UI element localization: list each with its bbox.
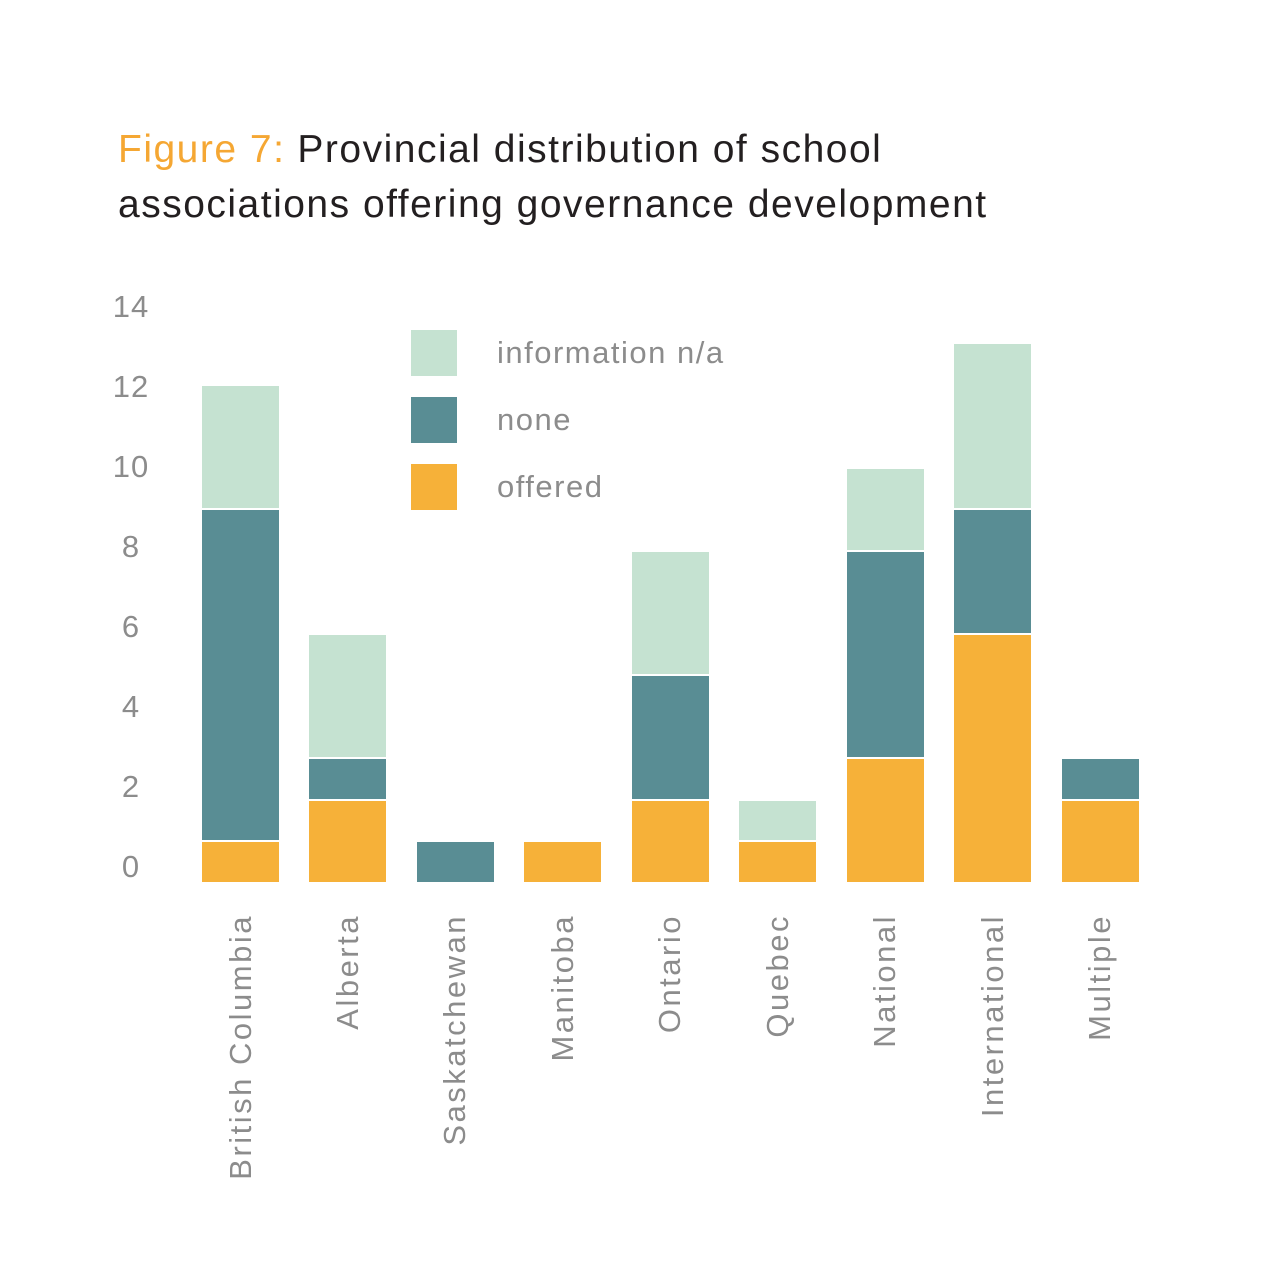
x-axis-label-british-columbia: British Columbia bbox=[222, 914, 258, 1180]
legend-label-offered: offered bbox=[497, 469, 604, 504]
bar-saskatchewan-none bbox=[416, 840, 494, 882]
figure-title-line1: Provincial distribution of school bbox=[297, 128, 883, 171]
y-tick-label-6: 6 bbox=[121, 609, 141, 644]
bar-multiple-none bbox=[1061, 757, 1139, 799]
bar-ontario-offered bbox=[631, 798, 709, 882]
bar-national-offered bbox=[846, 757, 924, 882]
figure-title: Figure 7: Provincial distribution of scho… bbox=[118, 122, 988, 232]
y-tick-label-10: 10 bbox=[112, 449, 150, 484]
x-axis-label-multiple: Multiple bbox=[1082, 914, 1118, 1041]
bar-british-columbia-none bbox=[202, 508, 279, 840]
y-tick-label-0: 0 bbox=[121, 849, 141, 884]
bar-british-columbia-offered bbox=[202, 840, 279, 882]
bar-ontario-none bbox=[631, 674, 709, 799]
bar-alberta-offered bbox=[309, 798, 387, 882]
bar-international-none bbox=[954, 508, 1032, 633]
legend-label-none: none bbox=[497, 402, 572, 437]
bar-quebec-information-n-a bbox=[739, 798, 817, 840]
legend-label-information-n-a: information n/a bbox=[497, 335, 725, 370]
y-tick-label-14: 14 bbox=[112, 289, 150, 324]
x-axis-label-national: National bbox=[867, 914, 903, 1048]
y-tick-label-8: 8 bbox=[121, 529, 141, 564]
y-tick-label-4: 4 bbox=[121, 689, 141, 724]
x-axis-label-international: International bbox=[974, 914, 1010, 1118]
x-axis-label-alberta: Alberta bbox=[329, 914, 365, 1030]
x-axis-label-quebec: Quebec bbox=[759, 914, 795, 1038]
x-axis-label-manitoba: Manitoba bbox=[544, 914, 580, 1062]
bar-international-information-n-a bbox=[954, 342, 1032, 508]
legend-swatch-information-n-a bbox=[411, 330, 457, 376]
y-tick-label-2: 2 bbox=[121, 769, 141, 804]
legend-swatch-none bbox=[411, 397, 457, 443]
bar-multiple-offered bbox=[1061, 798, 1139, 882]
bar-national-none bbox=[846, 549, 924, 757]
x-axis-label-saskatchewan: Saskatchewan bbox=[437, 914, 473, 1146]
legend-swatch-offered bbox=[411, 464, 457, 510]
bar-alberta-none bbox=[309, 757, 387, 799]
bar-international-offered bbox=[954, 632, 1032, 882]
bar-ontario-information-n-a bbox=[631, 549, 709, 674]
bar-national-information-n-a bbox=[846, 466, 924, 550]
bar-manitoba-offered bbox=[524, 840, 602, 882]
x-axis-label-ontario: Ontario bbox=[652, 914, 688, 1034]
bar-british-columbia-information-n-a bbox=[202, 383, 279, 508]
bar-alberta-information-n-a bbox=[309, 632, 387, 757]
figure-number: Figure 7: bbox=[118, 128, 286, 171]
figure-title-line2: associations offering governance develop… bbox=[118, 183, 988, 226]
y-tick-label-12: 12 bbox=[112, 369, 150, 404]
bar-quebec-offered bbox=[739, 840, 817, 882]
